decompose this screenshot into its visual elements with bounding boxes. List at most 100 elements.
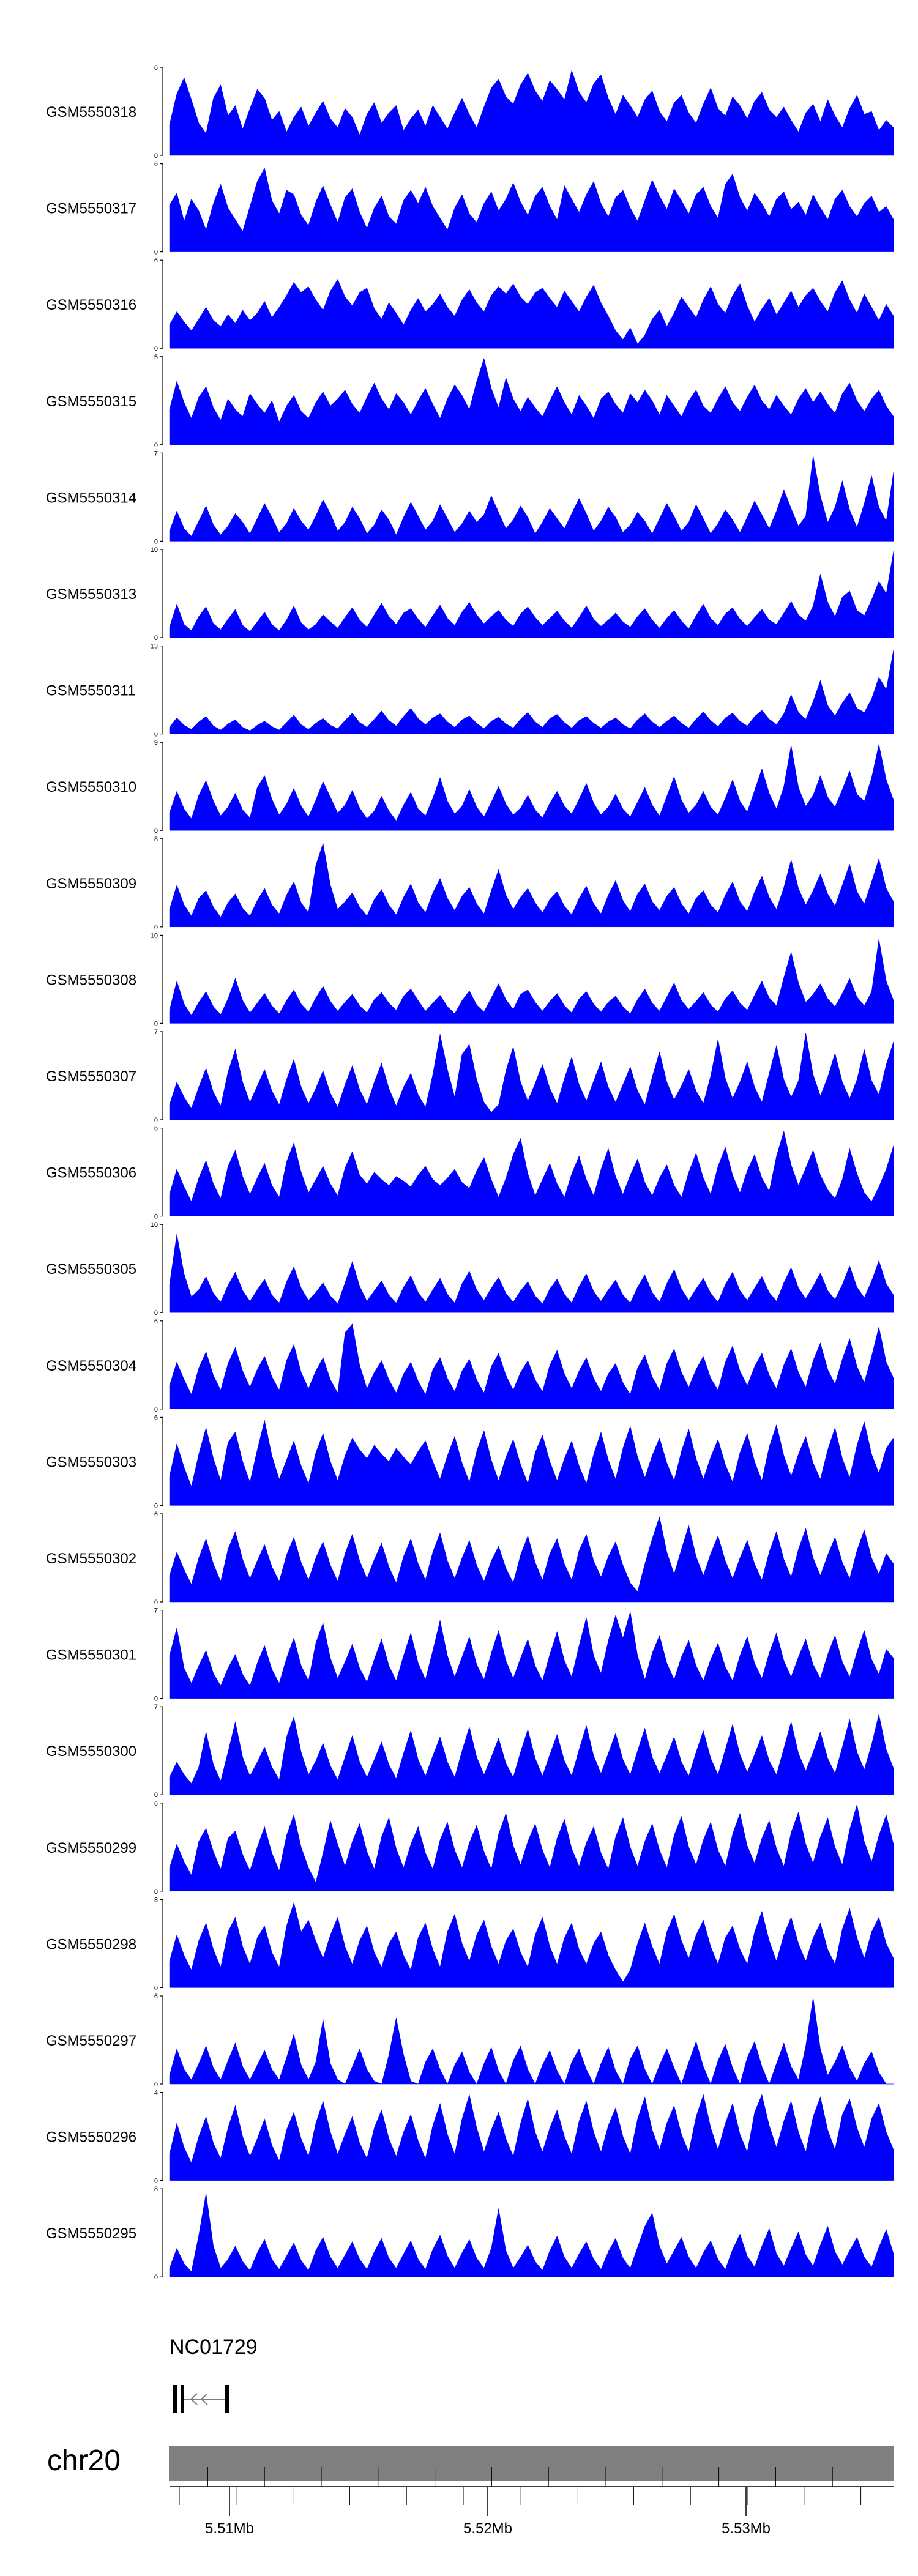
track-y-min-label: 0 <box>154 152 158 160</box>
track-y-min-label: 0 <box>154 827 158 835</box>
signal-area <box>169 2094 894 2181</box>
track-label: GSM5550314 <box>46 490 136 506</box>
exon-mark <box>173 2385 177 2413</box>
signal-area <box>169 650 894 734</box>
genome-axis: 5.51Mb 5.52Mb 5.53Mb <box>170 2467 894 2537</box>
track-GSM5550313: GSM5550313 10 0 <box>46 546 894 642</box>
track-GSM5550314: GSM5550314 7 0 <box>46 450 894 545</box>
track-y-max-label: 8 <box>154 836 158 843</box>
track-label: GSM5550308 <box>46 972 136 988</box>
signal-area <box>169 1804 894 1892</box>
chromosome-label: chr20 <box>47 2444 121 2477</box>
gene-label: NC01729 <box>170 2336 258 2359</box>
track-y-min-label: 0 <box>154 538 158 545</box>
signal-area <box>169 1611 894 1699</box>
track-y-max-label: 9 <box>154 739 158 746</box>
track-GSM5550317: GSM5550317 6 0 <box>46 161 894 256</box>
track-label: GSM5550300 <box>46 1743 136 1760</box>
track-y-min-label: 0 <box>154 345 158 352</box>
track-label: GSM5550305 <box>46 1261 136 1278</box>
track-GSM5550318: GSM5550318 6 0 <box>46 64 894 160</box>
track-GSM5550296: GSM5550296 4 0 <box>46 2090 894 2185</box>
track-y-min-label: 0 <box>154 1599 158 1606</box>
track-y-max-label: 4 <box>154 2090 158 2097</box>
track-y-max-label: 6 <box>154 1414 158 1421</box>
track-y-max-label: 13 <box>151 643 158 650</box>
strand-arrow <box>200 2393 208 2405</box>
track-GSM5550304: GSM5550304 6 0 <box>46 1318 894 1413</box>
track-y-max-label: 6 <box>154 1125 158 1133</box>
track-y-min-label: 0 <box>154 249 158 256</box>
track-GSM5550305: GSM5550305 10 0 <box>46 1221 894 1317</box>
track-GSM5550300: GSM5550300 7 0 <box>46 1703 894 1799</box>
track-y-min-label: 0 <box>154 2178 158 2185</box>
track-label: GSM5550303 <box>46 1454 136 1470</box>
track-y-max-label: 6 <box>154 1993 158 2000</box>
track-label: GSM5550310 <box>46 779 136 795</box>
exon-mark <box>181 2385 184 2413</box>
track-label: GSM5550301 <box>46 1647 136 1664</box>
track-GSM5550316: GSM5550316 6 0 <box>46 257 894 352</box>
signal-area <box>169 1997 894 2085</box>
track-label: GSM5550307 <box>46 1068 136 1085</box>
track-y-min-label: 0 <box>154 2274 158 2281</box>
track-y-max-label: 10 <box>151 546 158 554</box>
track-label: GSM5550297 <box>46 2033 136 2049</box>
track-y-max-label: 6 <box>154 64 158 72</box>
axis-tick-label: 5.52Mb <box>463 2520 512 2537</box>
track-label: GSM5550313 <box>46 586 136 603</box>
track-y-max-label: 6 <box>154 1318 158 1325</box>
signal-area <box>169 1420 894 1506</box>
track-GSM5550295: GSM5550295 8 0 <box>46 2186 894 2281</box>
track-label: GSM5550298 <box>46 1936 136 1952</box>
track-GSM5550308: GSM5550308 10 0 <box>46 932 894 1027</box>
track-label: GSM5550302 <box>46 1550 136 1567</box>
track-GSM5550301: GSM5550301 7 0 <box>46 1607 894 1703</box>
track-GSM5550297: GSM5550297 6 0 <box>46 1993 894 2088</box>
signal-area <box>169 1714 894 1795</box>
track-label: GSM5550317 <box>46 201 136 217</box>
track-y-min-label: 0 <box>154 1696 158 1703</box>
signal-area <box>169 843 894 928</box>
track-y-max-label: 6 <box>154 161 158 168</box>
track-label: GSM5550295 <box>46 2225 136 2242</box>
strand-arrow <box>190 2393 198 2405</box>
signal-area <box>169 551 894 638</box>
track-y-max-label: 5 <box>154 354 158 361</box>
track-y-min-label: 0 <box>154 1020 158 1027</box>
track-label: GSM5550311 <box>46 683 135 699</box>
axis-tick-label: 5.51Mb <box>205 2520 254 2537</box>
signal-area <box>169 1131 894 1216</box>
track-label: GSM5550299 <box>46 1840 136 1856</box>
track-GSM5550306: GSM5550306 6 0 <box>46 1125 894 1221</box>
track-y-max-label: 3 <box>154 1896 158 1904</box>
signal-area <box>169 2193 894 2277</box>
signal-area <box>169 1323 894 1410</box>
track-y-min-label: 0 <box>154 1792 158 1799</box>
track-y-min-label: 0 <box>154 924 158 931</box>
track-y-min-label: 0 <box>154 1888 158 1896</box>
signal-area <box>169 168 894 252</box>
track-label: GSM5550304 <box>46 1358 136 1374</box>
track-y-max-label: 10 <box>151 932 158 939</box>
track-y-min-label: 0 <box>154 1406 158 1413</box>
track-y-min-label: 0 <box>154 731 158 739</box>
signal-area <box>169 1902 894 1988</box>
track-GSM5550302: GSM5550302 6 0 <box>46 1511 894 1606</box>
track-y-max-label: 7 <box>154 1029 158 1036</box>
signal-area <box>169 744 894 831</box>
track-y-max-label: 6 <box>154 257 158 264</box>
track-GSM5550299: GSM5550299 6 0 <box>46 1800 894 1896</box>
track-GSM5550311: GSM5550311 13 0 <box>46 643 894 739</box>
signal-tracks: GSM555031860GSM555031760GSM555031660GSM5… <box>46 64 894 2281</box>
signal-area <box>169 357 894 445</box>
signal-area <box>169 1516 894 1603</box>
track-label: GSM5550315 <box>46 393 136 410</box>
signal-area <box>169 939 894 1024</box>
track-y-max-label: 8 <box>154 2186 158 2193</box>
track-GSM5550303: GSM5550303 6 0 <box>46 1414 894 1509</box>
signal-area <box>169 278 894 349</box>
track-y-min-label: 0 <box>154 1309 158 1317</box>
track-GSM5550298: GSM5550298 3 0 <box>46 1896 894 1992</box>
